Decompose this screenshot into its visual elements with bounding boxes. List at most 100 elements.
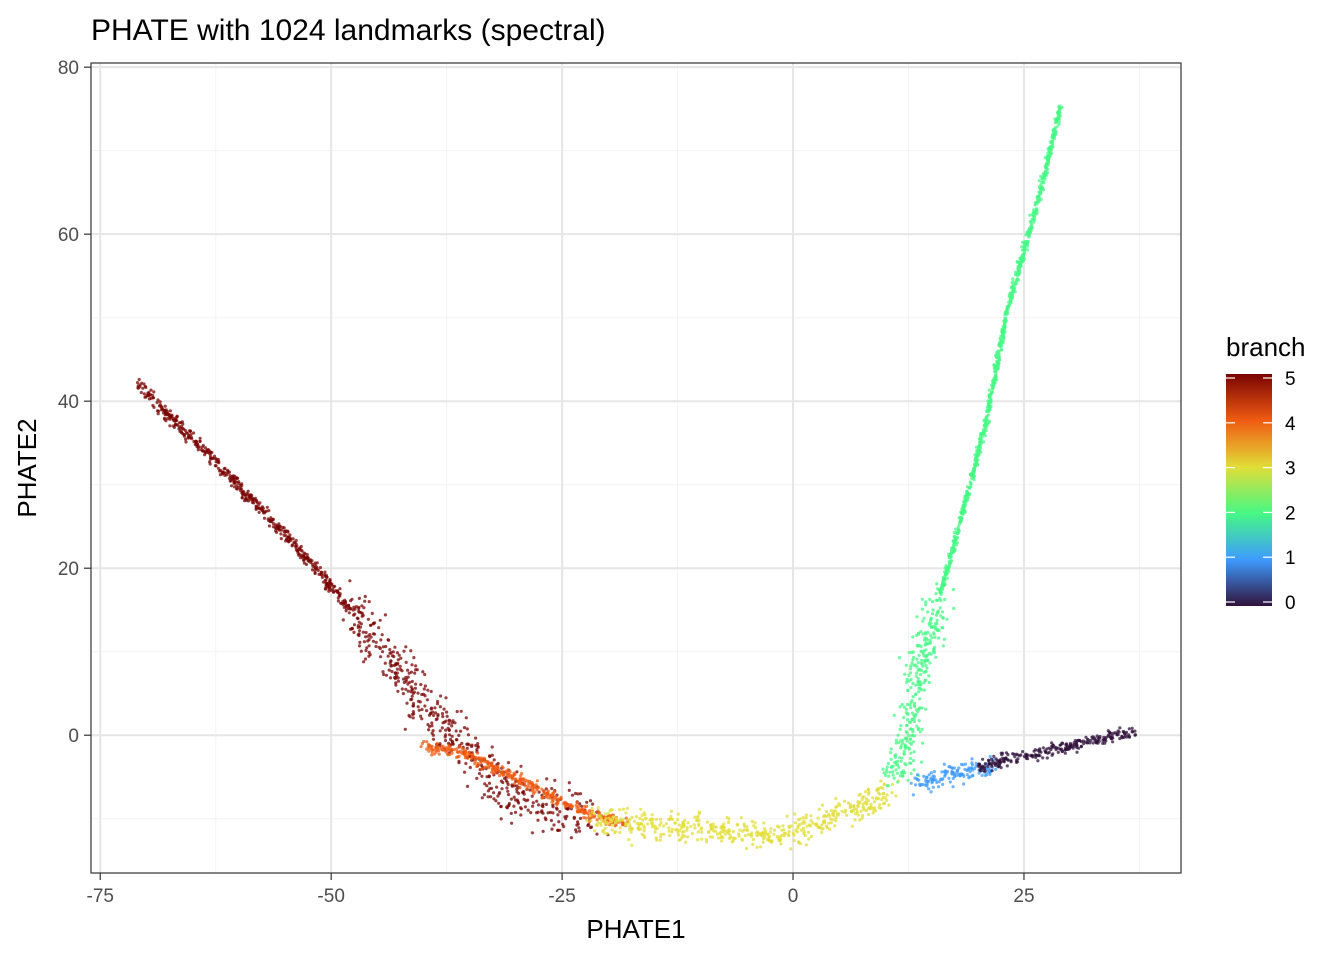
- data-point: [1051, 135, 1055, 139]
- data-point: [877, 791, 881, 795]
- data-point: [1013, 755, 1017, 759]
- data-point: [364, 635, 368, 639]
- data-point: [1037, 179, 1041, 183]
- data-point: [489, 795, 493, 799]
- data-point: [168, 417, 172, 421]
- data-point: [943, 774, 947, 778]
- data-point: [613, 831, 617, 835]
- data-point: [465, 754, 469, 758]
- data-point: [969, 472, 973, 477]
- data-point: [848, 805, 852, 810]
- data-point: [165, 417, 170, 421]
- data-point: [362, 660, 366, 664]
- data-point: [422, 739, 426, 744]
- data-point: [1026, 232, 1030, 237]
- data-point: [409, 670, 414, 674]
- data-point: [137, 377, 141, 382]
- data-point: [986, 413, 991, 417]
- data-point: [345, 607, 349, 611]
- data-point: [388, 648, 392, 652]
- data-point: [420, 692, 424, 697]
- data-point: [918, 697, 922, 701]
- data-point: [945, 617, 949, 621]
- data-point: [869, 802, 873, 806]
- data-point: [152, 405, 156, 409]
- data-point: [572, 815, 576, 819]
- data-point: [1108, 735, 1112, 739]
- data-point: [854, 807, 859, 811]
- data-point: [1050, 741, 1054, 745]
- data-point: [357, 606, 361, 611]
- data-point: [487, 766, 491, 770]
- data-point: [920, 597, 924, 601]
- data-point: [962, 782, 966, 786]
- data-point: [444, 750, 448, 754]
- data-point: [476, 742, 480, 746]
- x-axis-label: PHATE1: [586, 914, 685, 944]
- data-point: [918, 782, 922, 786]
- data-point: [693, 815, 697, 819]
- data-point: [414, 664, 418, 668]
- data-point: [519, 764, 523, 768]
- data-point: [1085, 741, 1089, 745]
- legend: branch 0 1 2 3 4 5: [1226, 332, 1306, 614]
- data-point: [578, 792, 583, 796]
- data-point: [768, 830, 773, 834]
- data-point: [574, 830, 578, 834]
- data-point: [412, 690, 416, 694]
- data-point: [1045, 756, 1049, 760]
- plot-border: [90, 62, 1182, 874]
- data-point: [979, 432, 983, 436]
- data-point: [735, 823, 740, 827]
- data-point: [831, 812, 835, 816]
- data-point: [802, 831, 806, 836]
- data-point: [435, 743, 439, 747]
- data-point: [578, 816, 583, 821]
- data-point: [535, 811, 539, 815]
- data-point: [492, 758, 496, 762]
- data-point: [732, 836, 736, 840]
- data-point: [926, 610, 930, 614]
- data-point: [1098, 736, 1102, 740]
- data-point: [1039, 174, 1043, 178]
- data-point: [659, 832, 663, 836]
- data-point: [575, 800, 579, 805]
- data-point: [919, 760, 924, 764]
- data-point: [304, 562, 309, 567]
- y-tick-label: 20: [58, 559, 79, 580]
- data-point: [541, 811, 545, 815]
- data-point: [471, 752, 475, 756]
- data-point: [643, 826, 647, 830]
- data-point: [341, 602, 345, 607]
- data-point: [982, 440, 986, 444]
- data-point: [480, 774, 484, 778]
- data-point: [794, 828, 798, 832]
- data-point: [596, 821, 600, 825]
- data-point: [890, 782, 895, 787]
- data-point: [772, 832, 776, 836]
- data-point: [885, 793, 889, 797]
- data-point: [506, 768, 510, 772]
- data-point: [1003, 317, 1007, 321]
- data-point: [932, 770, 937, 774]
- data-point: [611, 823, 615, 827]
- data-point: [544, 787, 548, 791]
- data-point: [431, 737, 436, 741]
- data-point: [1041, 180, 1045, 184]
- data-point: [295, 544, 299, 548]
- data-point: [1016, 753, 1020, 757]
- data-point: [168, 415, 172, 419]
- data-point: [430, 724, 434, 728]
- data-point: [899, 724, 903, 728]
- data-point: [919, 649, 923, 653]
- data-point: [405, 701, 409, 705]
- data-point: [1056, 111, 1060, 115]
- data-point: [627, 821, 631, 825]
- data-point: [485, 784, 489, 788]
- data-point: [564, 803, 568, 807]
- data-point: [277, 526, 281, 530]
- data-point: [172, 419, 177, 423]
- data-point: [483, 760, 487, 764]
- data-point: [972, 468, 976, 472]
- data-point: [450, 724, 454, 728]
